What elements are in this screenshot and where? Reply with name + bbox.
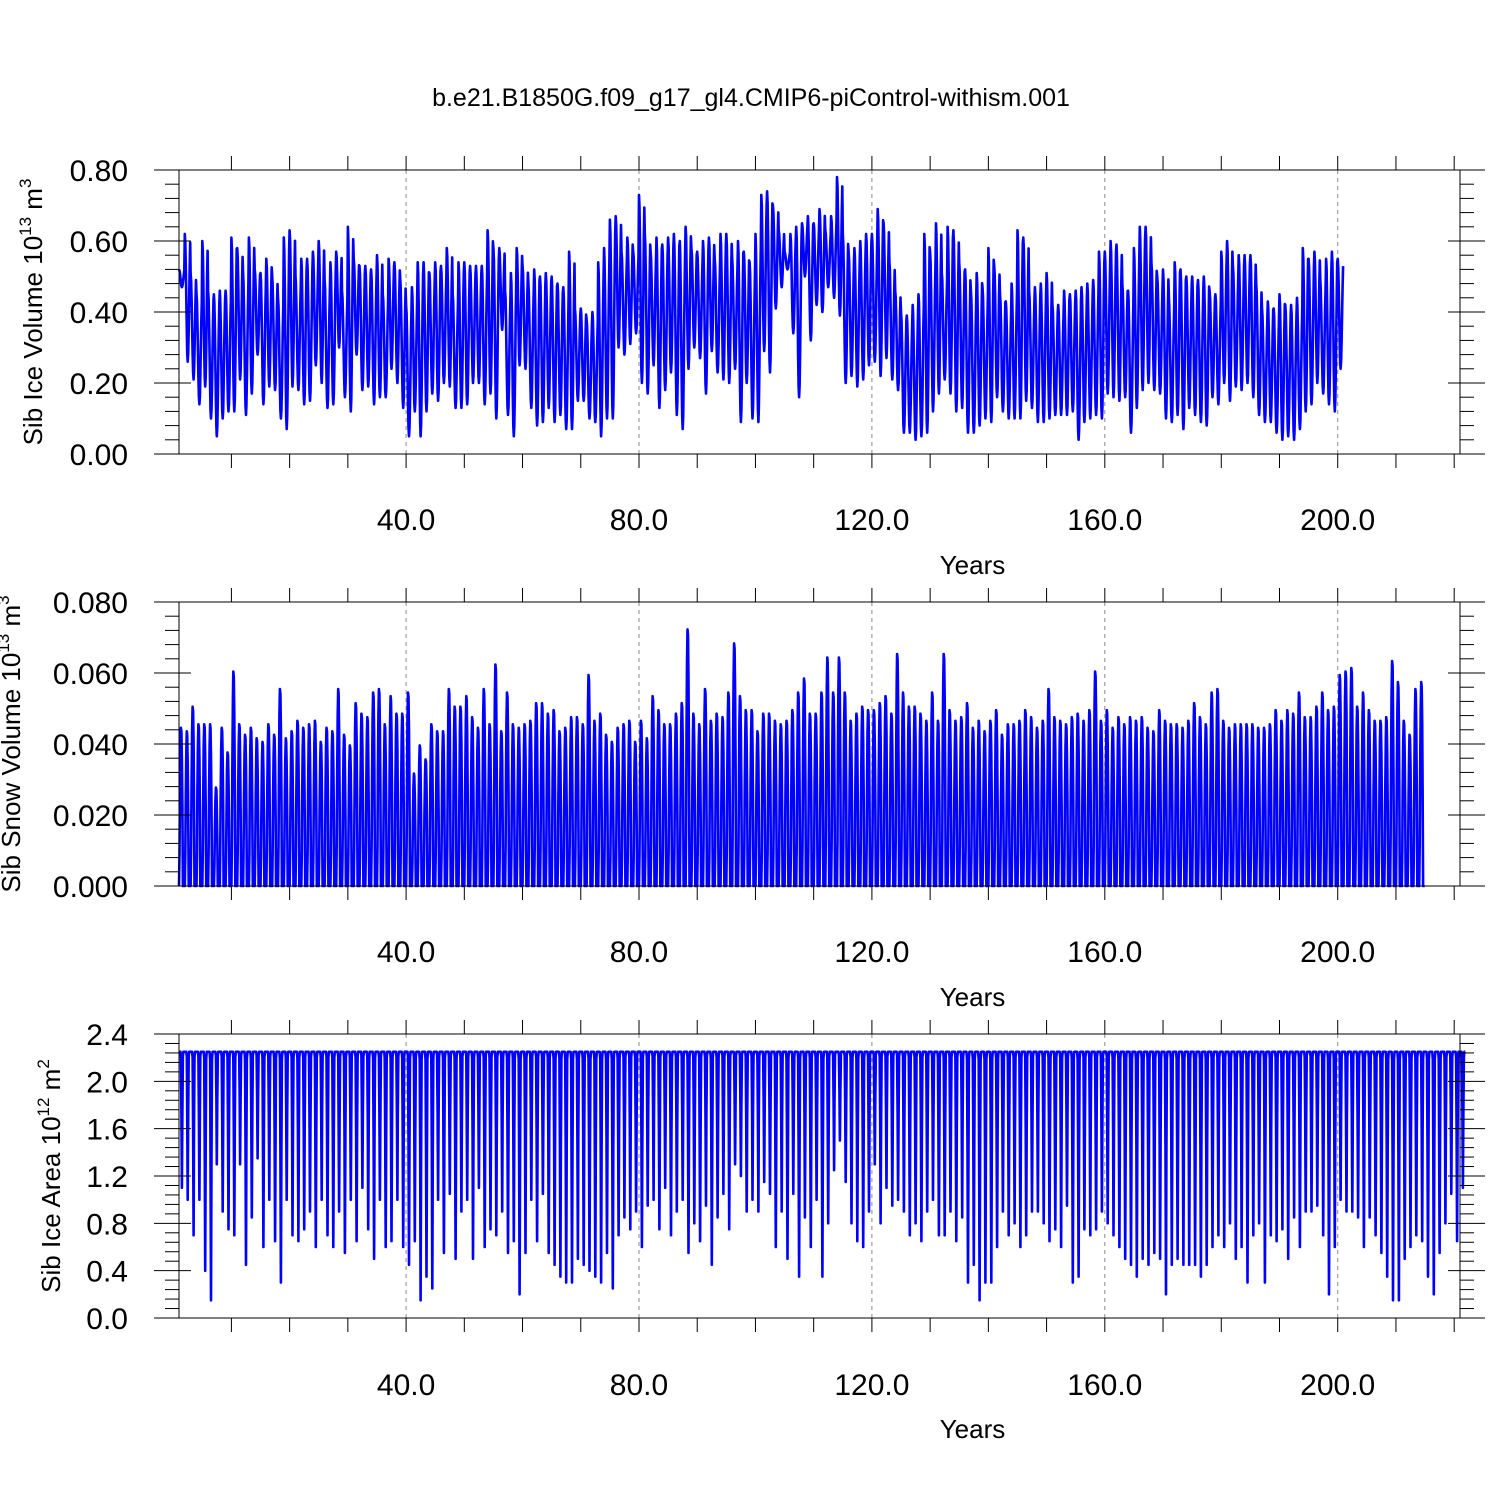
x-tick-label: 200.0 — [1300, 504, 1375, 537]
x-tick-label: 200.0 — [1300, 1369, 1375, 1402]
x-axis-title: Years — [940, 550, 1006, 580]
x-tick-label: 80.0 — [610, 1369, 668, 1402]
panels: 0.00 0.20 0.40 0.60 0.80 40.0 80.0 120.0 160.0 20… — [0, 155, 1485, 1444]
y-axis-title: Sib Snow Volume 1013 m3 — [0, 595, 26, 892]
y-tick-label: 0.00 — [70, 439, 128, 472]
y-tick-label: 0.20 — [70, 368, 128, 401]
y-tick-label: 2.0 — [86, 1066, 128, 1099]
chart-title: b.e21.B1850G.f09_g17_gl4.CMIP6-piControl… — [432, 84, 1070, 112]
x-tick-label: 160.0 — [1067, 1369, 1142, 1402]
y-tick-label: 2.4 — [86, 1019, 128, 1052]
y-tick-label: 0.40 — [70, 297, 128, 330]
y-axis-title: Sib Ice Volume 1013 m3 — [16, 179, 48, 446]
snow-volume-panel: 0.000 0.020 0.040 0.060 0.080 40.0 80.0 120.0 16… — [0, 587, 1485, 1012]
y-tick-label: 0.80 — [70, 155, 128, 188]
y-tick-label: 0.0 — [86, 1303, 128, 1336]
ice-volume-series-line — [177, 175, 1345, 442]
x-tick-label: 160.0 — [1067, 936, 1142, 969]
y-tick-label: 0.60 — [70, 226, 128, 259]
y-axis-title: Sib Ice Area 1012 m2 — [34, 1059, 66, 1293]
y-tick-label: 1.6 — [86, 1114, 128, 1147]
snow-volume-series-line — [177, 628, 1426, 888]
y-tick-label: 0.020 — [53, 800, 128, 833]
x-axis-title: Years — [940, 1414, 1006, 1444]
y-tick-label: 1.2 — [86, 1161, 128, 1194]
x-tick-label: 40.0 — [377, 936, 435, 969]
x-tick-label: 120.0 — [834, 936, 909, 969]
x-tick-label: 120.0 — [834, 1369, 909, 1402]
x-tick-label: 80.0 — [610, 504, 668, 537]
ice-area-series-line — [178, 1050, 1467, 1302]
x-axis-title: Years — [940, 982, 1006, 1012]
y-tick-label: 0.8 — [86, 1208, 128, 1241]
y-tick-label: 0.040 — [53, 729, 128, 762]
x-tick-label: 80.0 — [610, 936, 668, 969]
y-tick-label: 0.000 — [53, 871, 128, 904]
x-tick-label: 200.0 — [1300, 936, 1375, 969]
x-tick-label: 40.0 — [377, 1369, 435, 1402]
x-tick-label: 40.0 — [377, 504, 435, 537]
x-tick-label: 120.0 — [834, 504, 909, 537]
ice-area-panel: 0.0 0.4 0.8 1.2 1.6 2.0 2.4 40.0 80.0 120.0 160.0 2… — [34, 1019, 1485, 1444]
y-tick-label: 0.4 — [86, 1256, 128, 1289]
y-tick-label: 0.080 — [53, 587, 128, 620]
ice-volume-panel: 0.00 0.20 0.40 0.60 0.80 40.0 80.0 120.0 160.0 20… — [16, 155, 1485, 580]
x-tick-label: 160.0 — [1067, 504, 1142, 537]
y-tick-label: 0.060 — [53, 658, 128, 691]
